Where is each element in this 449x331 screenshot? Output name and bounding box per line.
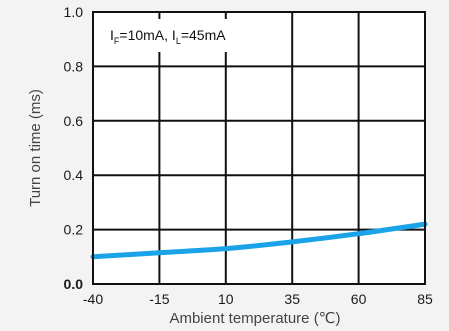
condition-box <box>100 19 290 52</box>
plot-background <box>93 12 425 284</box>
cond-if-main: I <box>110 27 114 43</box>
x-tick-label: -15 <box>149 291 169 307</box>
condition-annotation: IF=10mA, IL=45mA <box>110 27 226 46</box>
cond-il-sub: L <box>176 36 181 46</box>
y-tick-label: 0.0 <box>64 276 84 292</box>
series-line <box>90 221 428 260</box>
y-tick-label: 0.4 <box>64 167 84 183</box>
x-axis-title: Ambient temperature (℃) <box>169 310 340 327</box>
y-tick-label: 0.6 <box>64 113 84 129</box>
series-layer <box>90 221 428 260</box>
tick-labels: -40 -15 10 35 60 85 0.0 0.2 0.4 0.6 0.8 1.0 <box>64 4 433 307</box>
y-tick-label: 0.2 <box>64 222 84 238</box>
x-tick-label: 35 <box>284 291 300 307</box>
cond-il-main: I <box>172 27 176 43</box>
plot-frame <box>92 11 426 285</box>
x-tick-label: 85 <box>417 291 433 307</box>
y-tick-label: 1.0 <box>64 4 84 20</box>
x-tick-label: -40 <box>83 291 103 307</box>
x-tick-label: 10 <box>218 291 234 307</box>
grid-lines <box>92 11 426 285</box>
cond-il-value: =45mA <box>181 27 226 43</box>
y-tick-label: 0.8 <box>64 58 84 74</box>
cond-if-value: =10mA, <box>119 27 172 43</box>
x-tick-label: 60 <box>351 291 367 307</box>
cond-if-sub: F <box>114 36 120 46</box>
y-axis-title: Turn on time (ms) <box>27 89 44 207</box>
